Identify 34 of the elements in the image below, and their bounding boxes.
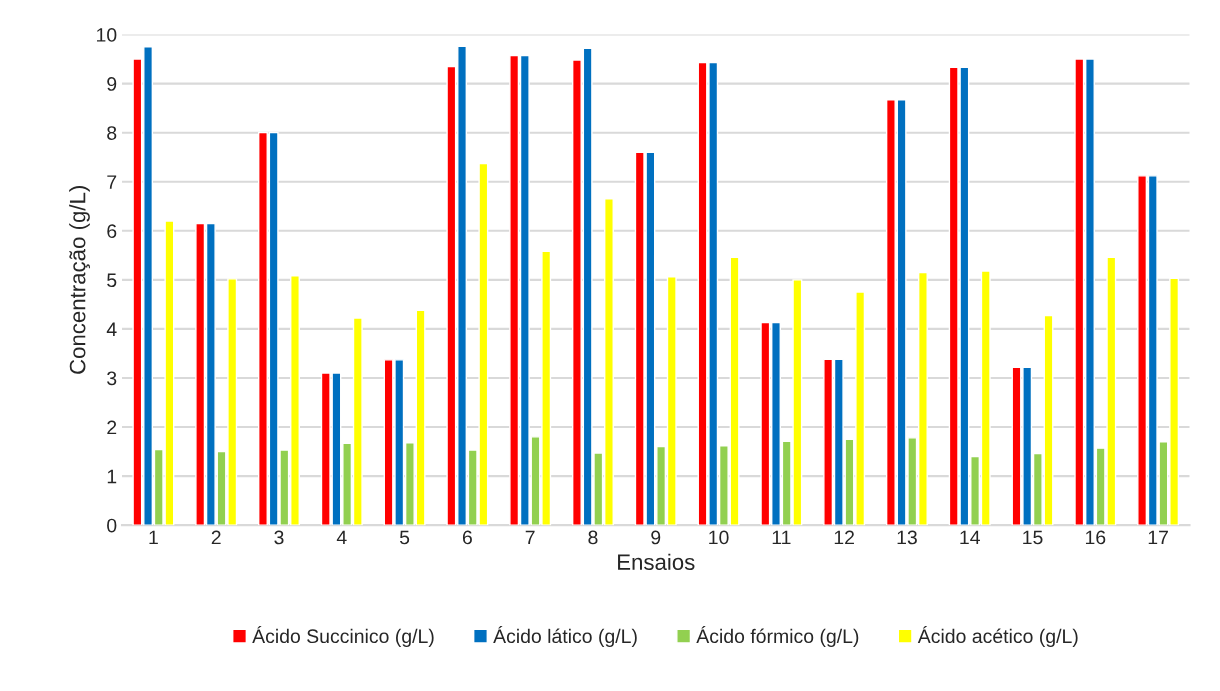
- y-tick-label: 3: [107, 371, 117, 386]
- y-axis-title: Concentração (g/L): [69, 186, 90, 374]
- x-tick-label: 3: [274, 530, 284, 545]
- x-axis-title: Ensaios: [618, 553, 695, 571]
- y-tick-label: 9: [107, 77, 117, 91]
- x-tick-label: 8: [588, 530, 598, 545]
- x-tick-label: 5: [399, 530, 410, 545]
- legend-label: Ácido fórmico (g/L): [696, 626, 859, 647]
- x-tick-label: 16: [1085, 530, 1106, 545]
- legend-label: Ácido acético (g/L): [917, 626, 1078, 647]
- legend-label: Ácido lático (g/L): [493, 626, 637, 647]
- y-tick-label: 1: [107, 469, 117, 484]
- x-tick-label: 12: [834, 530, 854, 545]
- y-tick-label: 6: [107, 224, 117, 239]
- legend-label: Ácido Succinico (g/L): [252, 626, 434, 647]
- x-tick-label: 15: [1023, 530, 1043, 545]
- x-tick-label: 10: [709, 530, 729, 545]
- x-tick-label: 14: [960, 530, 980, 545]
- y-tick-label: 5: [107, 273, 117, 288]
- y-tick-label: 2: [107, 420, 117, 435]
- x-tick-label: 7: [525, 530, 535, 545]
- y-tick-label: 4: [106, 322, 117, 336]
- x-tick-label: 17: [1148, 530, 1168, 545]
- x-tick-label: 1: [149, 530, 158, 545]
- x-tick-label: 9: [651, 530, 661, 545]
- x-tick-label: 6: [462, 530, 472, 545]
- x-tick-label: 11: [772, 530, 791, 545]
- x-tick-label: 13: [897, 530, 917, 545]
- x-tick-label: 2: [211, 530, 221, 545]
- y-tick-label: 10: [97, 28, 117, 42]
- y-tick-label: 0: [107, 518, 117, 533]
- y-tick-label: 7: [107, 175, 117, 189]
- y-tick-label: 8: [107, 126, 117, 140]
- x-tick-label: 4: [336, 530, 347, 545]
